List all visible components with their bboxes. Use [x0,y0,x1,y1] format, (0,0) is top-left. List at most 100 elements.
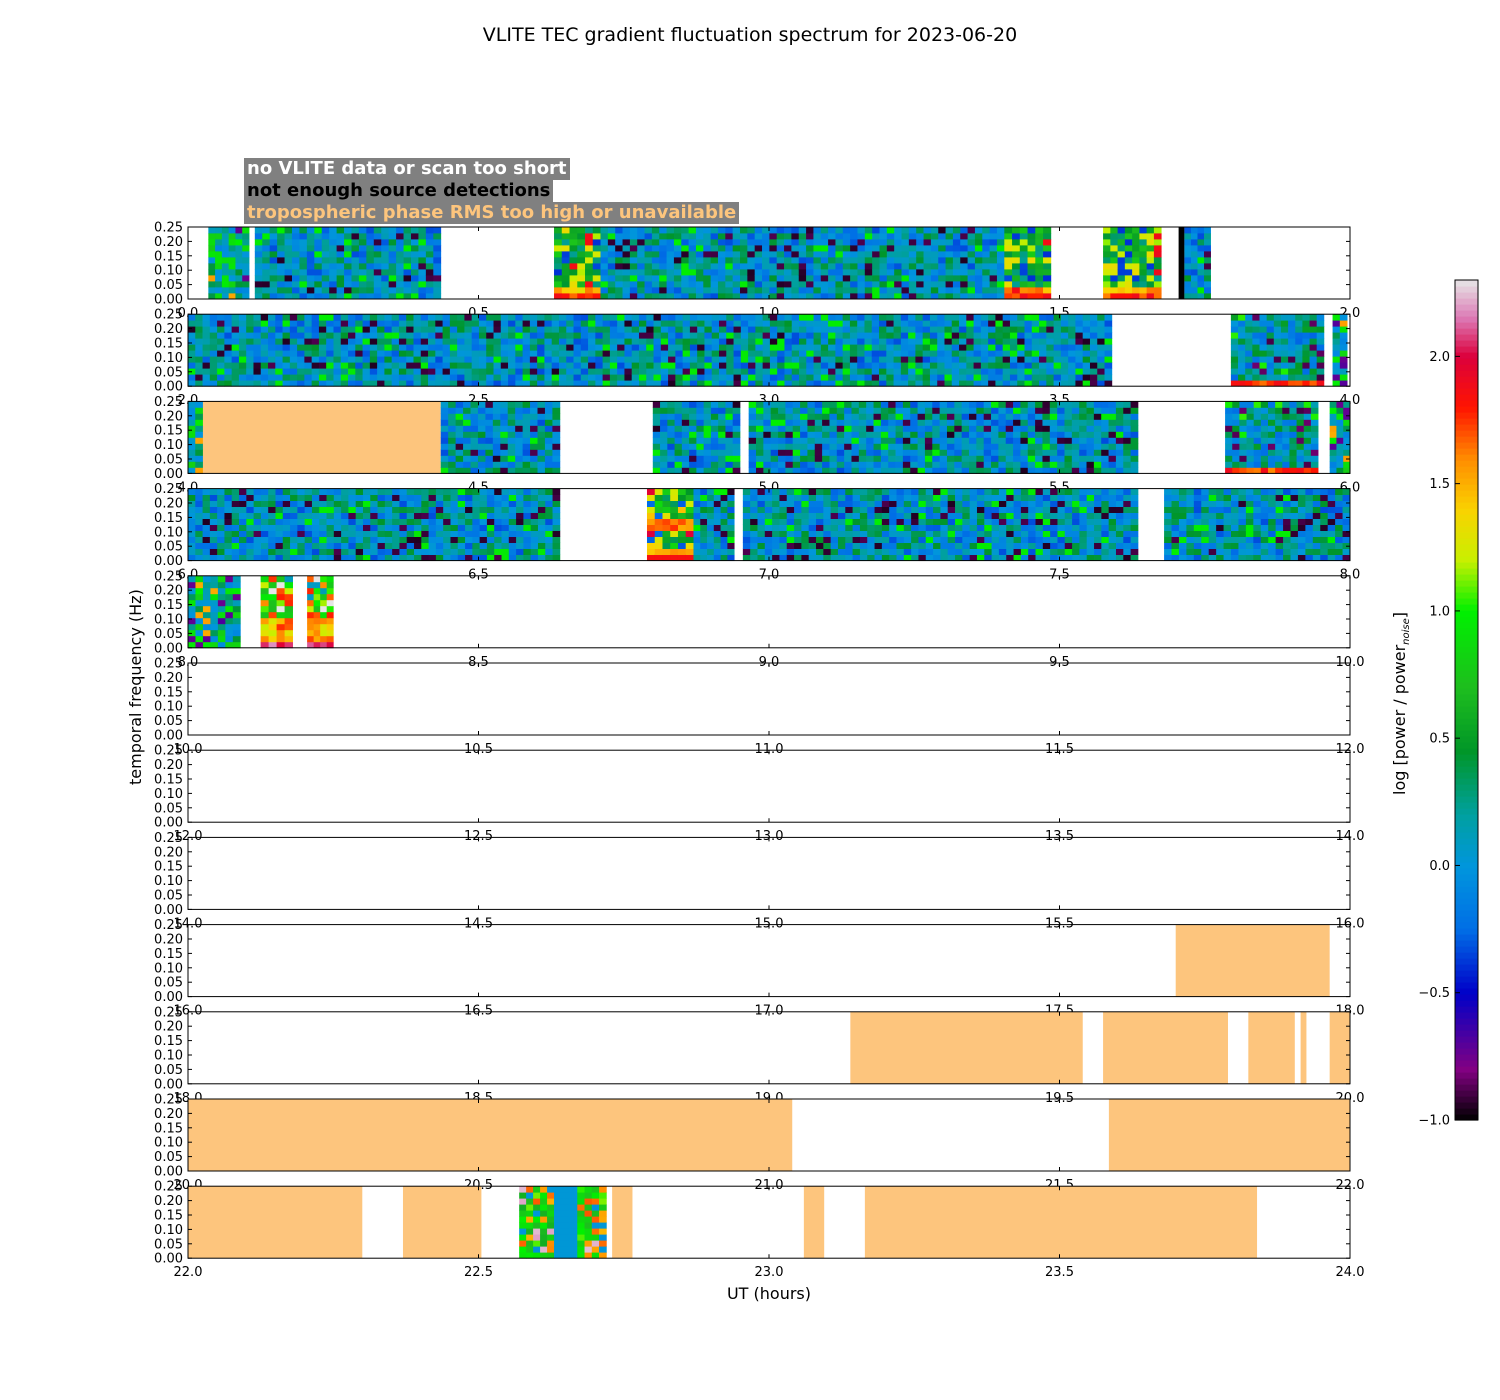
spectrum-cell [835,257,844,264]
spectrum-cell [778,443,786,450]
spectrum-cell [959,380,967,387]
spectrum-cell [1013,431,1021,438]
spectrum-cell [209,494,218,501]
spectrum-cell [944,350,953,357]
spectrum-cell [1266,320,1275,327]
spectrum-cell [370,494,378,501]
spectrum-cell [880,461,889,468]
spectrum-cell [974,275,983,282]
spectrum-cell [952,245,961,252]
spectrum-cell [421,512,429,519]
spectrum-cell [314,227,323,234]
spectrum-cell [544,425,553,432]
spectrum-cell [215,281,223,288]
spectrum-cell [952,293,961,300]
spectrum-cell [425,251,434,258]
spectrum-cell [923,275,932,282]
spectrum-cell [221,257,230,264]
spectrum-cell [463,413,471,420]
spectrum-cell [1190,287,1198,294]
spectrum-cell [1017,338,1025,345]
spectrum-cell [329,281,338,288]
spectrum-cell [420,332,429,339]
spectrum-cell [595,344,604,351]
spectrum-cell [435,338,443,345]
spectrum-cell [435,356,443,363]
spectrum-cell [754,281,763,288]
spectrum-cell [355,512,364,519]
spectrum-cell [813,227,822,234]
spectrum-cell [558,338,567,345]
spectrum-cell [290,548,298,555]
spectrum-cell [492,407,501,414]
spectrum-cell [777,320,785,327]
spectrum-cell [1252,374,1260,381]
spectrum-cell [292,245,300,252]
spectrum-cell [857,374,865,381]
spectrum-cell [530,443,538,450]
spectrum-cell [959,344,967,351]
spectrum-cell [675,338,684,345]
spectrum-cell [515,425,524,432]
spectrum-cell [470,461,479,468]
spectrum-cell [428,314,436,321]
spectrum-cell [695,245,704,252]
spectrum-cell [966,326,974,333]
spectrum-cell [791,320,800,327]
spectrum-cell [886,293,895,300]
spectrum-cell [463,467,471,474]
spectrum-cell [585,239,594,246]
spectrum-cell [311,320,320,327]
spectrum-cell [902,401,911,408]
spectrum-cell [1230,350,1239,357]
spectrum-cell [822,419,830,426]
spectrum-cell [1289,455,1297,462]
spectrum-cell [1296,461,1305,468]
spectrum-cell [938,281,946,288]
spectrum-cell [879,350,887,357]
spectrum-cell [314,287,323,294]
spectrum-cell [1042,467,1051,474]
spectrum-cell [910,443,918,450]
spectrum-cell [864,269,873,276]
spectrum-cell [937,356,945,363]
spectrum-cell [681,407,690,414]
spectrum-cell [282,506,291,513]
spectrum-cell [710,263,719,270]
spectrum-cell [996,245,1005,252]
spectrum-cell [508,536,517,543]
spectrum-cell [667,443,675,450]
spectrum-cell [770,455,779,462]
spectrum-cell [673,263,682,270]
spectrum-cell [1110,281,1118,288]
spectrum-cell [937,332,945,339]
spectrum-cell [406,554,415,561]
spectrum-cell [629,293,638,300]
spectrum-cell [901,293,910,300]
spectrum-cell [1043,287,1052,294]
spectrum-cell [966,314,974,321]
spectrum-cell [373,263,382,270]
spectrum-cell [1057,413,1065,420]
spectrum-cell [666,233,675,240]
spectrum-cell [268,536,276,543]
spectrum-cell [282,542,291,549]
spectrum-cell [329,251,338,258]
spectrum-cell [857,245,866,252]
spectrum-cell [725,275,734,282]
spectrum-cell [922,320,931,327]
spectrum-cell [443,530,451,537]
spectrum-cell [396,263,404,270]
spectrum-cell [299,239,308,246]
spectrum-cell [450,518,459,525]
spectrum-cell [652,413,661,420]
spectrum-cell [932,443,941,450]
spectrum-cell [959,338,967,345]
spectrum-cell [1115,413,1124,420]
spectrum-cell [470,407,479,414]
spectrum-cell [858,407,867,414]
spectrum-cell [299,233,308,240]
spectrum-cell [910,431,918,438]
spectrum-cell [763,401,772,408]
spectrum-cell [414,548,422,555]
